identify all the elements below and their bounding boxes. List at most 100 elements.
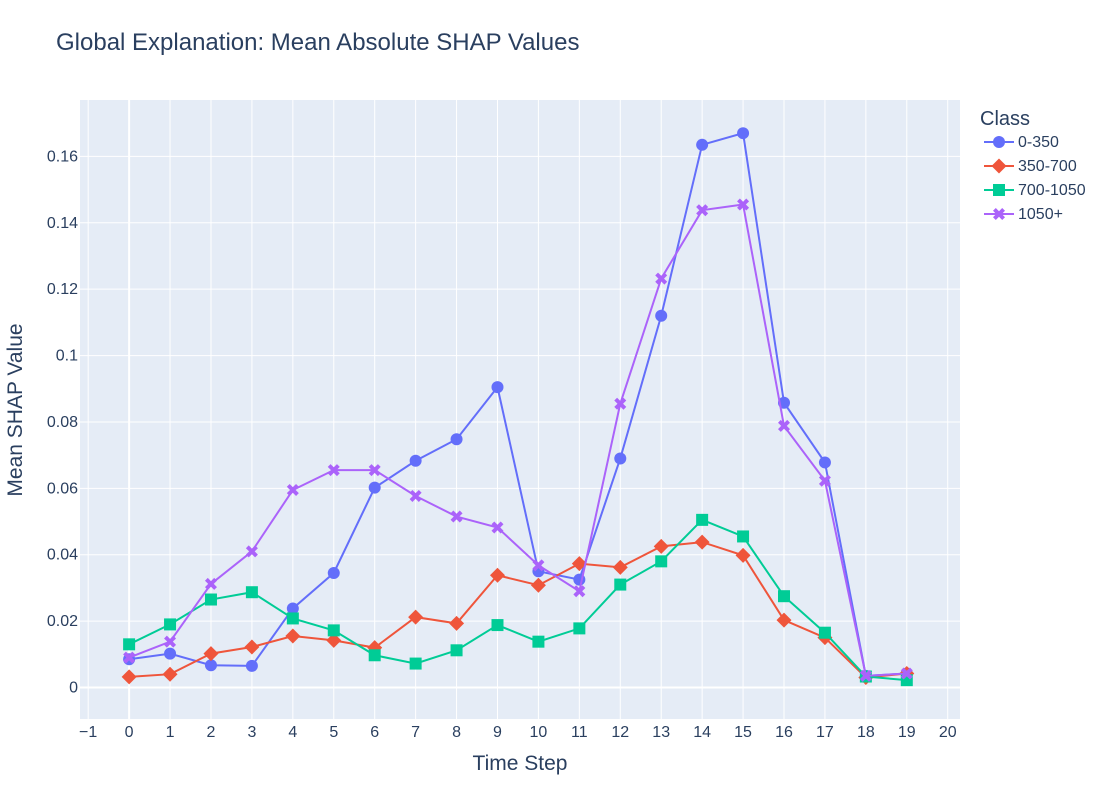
data-point	[737, 127, 750, 140]
legend-marker	[991, 158, 1007, 174]
data-point	[449, 615, 465, 631]
legend-label: 350-700	[1018, 158, 1077, 175]
x-tick-label: 0	[125, 724, 134, 741]
y-tick-label: 0.14	[47, 215, 78, 232]
legend-marker	[993, 184, 1005, 196]
series-line	[129, 541, 907, 679]
series-line	[128, 131, 907, 677]
data-point	[612, 559, 628, 575]
chart-title: Global Explanation: Mean Absolute SHAP V…	[56, 29, 579, 56]
data-point	[532, 559, 545, 572]
data-point	[409, 489, 422, 502]
x-tick-label: 6	[370, 724, 379, 741]
data-point	[244, 639, 260, 655]
x-tick-label: 5	[329, 724, 338, 741]
data-point	[491, 381, 504, 394]
data-point	[737, 530, 750, 543]
legend-title: Class	[980, 108, 1030, 130]
data-point	[614, 397, 627, 410]
data-point	[696, 513, 709, 526]
data-point	[203, 646, 219, 662]
x-tick-label: 19	[898, 724, 916, 741]
data-point	[655, 555, 668, 568]
legend-item[interactable]: 1050+	[984, 206, 1063, 223]
x-tick-label: 10	[530, 724, 548, 741]
plot-area	[80, 100, 960, 719]
data-point	[164, 647, 177, 660]
legend-item[interactable]: 0-350	[984, 134, 1059, 151]
data-point	[859, 669, 872, 682]
series-350-700	[121, 534, 915, 686]
y-tick-label: 0	[69, 679, 78, 696]
legend-marker	[993, 136, 1005, 148]
legend-item[interactable]: 350-700	[984, 158, 1077, 175]
data-point	[450, 433, 463, 446]
data-point	[204, 593, 217, 606]
data-point	[368, 649, 381, 662]
series-line	[128, 518, 907, 682]
data-point	[285, 628, 301, 644]
data-point	[530, 577, 546, 593]
data-point	[409, 657, 422, 670]
data-point	[164, 635, 177, 648]
data-point	[450, 510, 463, 523]
data-point	[900, 667, 913, 680]
legend-item[interactable]: 700-1050	[984, 182, 1086, 199]
data-point	[409, 454, 422, 467]
x-tick-label: 9	[493, 724, 502, 741]
y-tick-label: 0.08	[47, 414, 78, 431]
x-tick-label: −1	[79, 724, 97, 741]
data-point	[408, 609, 424, 625]
x-tick-label: 2	[207, 724, 216, 741]
data-point	[123, 651, 136, 664]
data-point	[121, 669, 137, 685]
legend-label: 0-350	[1018, 134, 1059, 151]
legend-label: 700-1050	[1018, 182, 1086, 199]
data-point	[694, 534, 710, 550]
data-point	[327, 464, 340, 477]
data-point	[696, 138, 709, 151]
legend-label: 1050+	[1018, 206, 1063, 223]
data-point	[614, 452, 627, 465]
x-tick-label: 12	[611, 724, 629, 741]
data-point	[655, 272, 668, 285]
x-tick-label: 15	[734, 724, 752, 741]
y-tick-label: 0.16	[47, 148, 78, 165]
x-tick-label: 16	[775, 724, 793, 741]
y-tick-label: 0.06	[47, 480, 78, 497]
x-axis-title: Time Step	[473, 752, 568, 775]
data-point	[327, 566, 340, 579]
data-point	[491, 521, 504, 534]
data-point	[286, 483, 299, 496]
data-point	[450, 644, 463, 657]
x-tick-label: 14	[693, 724, 711, 741]
data-point	[326, 632, 342, 648]
data-point	[696, 204, 709, 217]
data-point	[737, 198, 750, 211]
data-point	[655, 309, 668, 322]
data-point	[532, 635, 545, 648]
y-tick-label: 0.04	[47, 547, 78, 564]
data-point	[162, 666, 178, 682]
x-tick-label: 17	[816, 724, 834, 741]
series-line	[128, 203, 907, 677]
data-point	[778, 590, 790, 603]
data-point	[818, 626, 831, 639]
data-point	[491, 619, 504, 632]
data-point	[204, 659, 217, 672]
data-point	[776, 612, 792, 628]
legend-marker	[993, 208, 1005, 220]
data-point	[818, 456, 831, 469]
x-tick-label: 3	[247, 724, 256, 741]
data-point	[204, 577, 217, 590]
data-point	[245, 545, 258, 558]
data-point	[778, 419, 790, 432]
data-point	[653, 538, 669, 554]
data-point	[573, 622, 586, 635]
data-point	[489, 567, 505, 583]
data-point	[368, 481, 381, 494]
data-point	[245, 586, 258, 599]
data-point	[327, 624, 340, 637]
